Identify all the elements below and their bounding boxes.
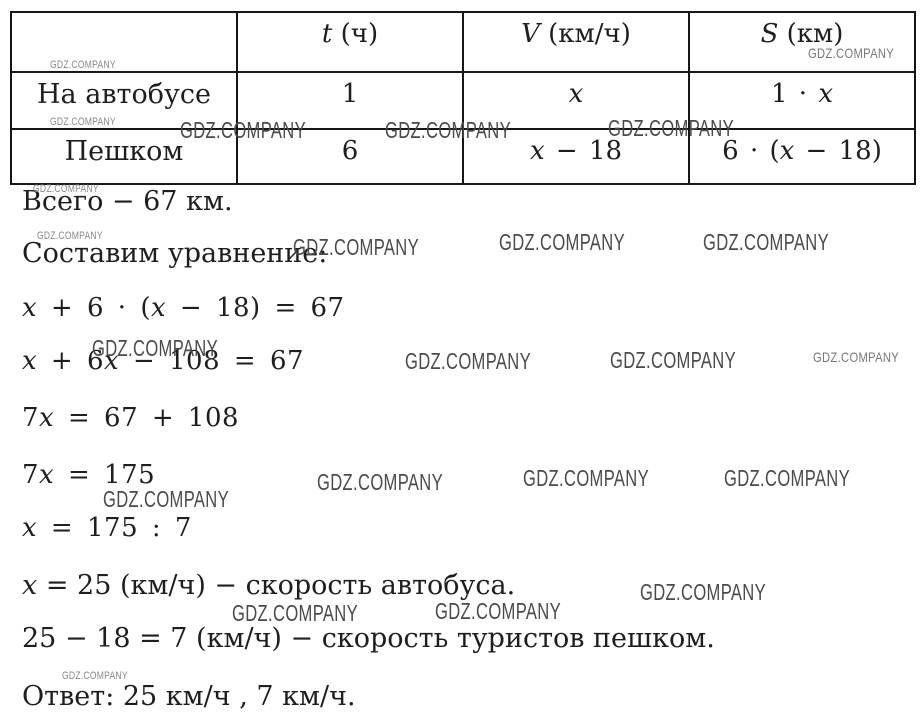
math-var: x bbox=[150, 293, 167, 323]
math-text: 7 bbox=[22, 460, 40, 490]
gdz-watermark: GDZ.COMPANY bbox=[435, 598, 562, 624]
gdz-watermark: GDZ.COMPANY bbox=[640, 579, 767, 605]
table-header-empty bbox=[10, 11, 238, 73]
math-text: (км/ч) bbox=[539, 19, 631, 49]
math-text: − 18) bbox=[794, 136, 882, 166]
math-var: x bbox=[22, 293, 38, 323]
math-text: + 6 · ( bbox=[37, 293, 151, 323]
math-var: x bbox=[779, 136, 795, 166]
gdz-watermark: GDZ.COMPANY bbox=[103, 486, 230, 512]
table-header-distance: S (км) bbox=[688, 11, 916, 73]
gdz-watermark: GDZ.COMPANY bbox=[724, 465, 851, 491]
math-var: x bbox=[39, 403, 55, 433]
math-text: = 25 (км/ч) − скорость автобуса. bbox=[37, 570, 516, 601]
gdz-watermark: GDZ.COMPANY bbox=[703, 229, 830, 255]
math-text: Составим уравнение: bbox=[22, 238, 328, 269]
motion-table: t (ч) V (км/ч) S (км) На автобусе 1 x 1 … bbox=[10, 11, 916, 185]
table-header-row: t (ч) V (км/ч) S (км) bbox=[10, 11, 916, 73]
math-text: (км) bbox=[778, 19, 844, 49]
cell-bus-distance: 1 · x bbox=[688, 71, 916, 130]
math-text: − 18) = 67 bbox=[166, 293, 345, 323]
line-bus-speed: x = 25 (км/ч) − скорость автобуса. bbox=[22, 572, 515, 599]
cell-walk-time: 6 bbox=[236, 128, 464, 185]
gdz-watermark: GDZ.COMPANY bbox=[317, 469, 444, 495]
gdz-watermark: GDZ.COMPANY bbox=[232, 600, 359, 626]
row-label-bus: На автобусе bbox=[10, 71, 238, 130]
math-var: x bbox=[104, 346, 120, 376]
math-text: + 6 bbox=[37, 346, 105, 376]
math-var: x bbox=[529, 136, 545, 166]
table-header-time: t (ч) bbox=[236, 11, 464, 73]
math-text: = 67 + 108 bbox=[54, 403, 240, 433]
math-var: x bbox=[39, 460, 55, 490]
math-text: 1 bbox=[341, 79, 359, 109]
math-text: 25 − 18 = 7 (км/ч) − скорость туристов п… bbox=[22, 623, 715, 654]
table-row-walk: Пешком 6 x − 18 6 · (x − 18) bbox=[10, 128, 916, 185]
math-text: = 175 bbox=[54, 460, 156, 490]
line-equation-4: 7x = 175 bbox=[22, 462, 155, 488]
line-equation-1: x + 6 · (x − 18) = 67 bbox=[22, 295, 345, 321]
cell-walk-speed: x − 18 bbox=[462, 128, 690, 185]
line-total: Всего − 67 км. bbox=[22, 188, 233, 215]
gdz-watermark: GDZ.COMPANY bbox=[610, 347, 737, 373]
gdz-watermark: GDZ.COMPANY bbox=[405, 348, 532, 374]
table-row-bus: На автобусе 1 x 1 · x bbox=[10, 71, 916, 130]
line-equation-3: 7x = 67 + 108 bbox=[22, 405, 239, 431]
math-text: = 175 : 7 bbox=[37, 513, 192, 543]
table-header-speed: V (км/ч) bbox=[462, 11, 690, 73]
math-var: S bbox=[760, 19, 779, 49]
cell-bus-time: 1 bbox=[236, 71, 464, 130]
math-text: − 108 = 67 bbox=[119, 346, 305, 376]
math-var: x bbox=[22, 513, 38, 543]
math-text: 1 · bbox=[770, 79, 819, 109]
math-text: (ч) bbox=[332, 19, 379, 49]
line-equation-5: x = 175 : 7 bbox=[22, 515, 192, 541]
math-text: 6 bbox=[341, 136, 359, 166]
math-var: x bbox=[22, 570, 38, 601]
row-label-walk: Пешком bbox=[10, 128, 238, 185]
math-var: x bbox=[568, 79, 584, 109]
gdz-watermark: GDZ.COMPANY bbox=[499, 229, 626, 255]
cell-bus-speed: x bbox=[462, 71, 690, 130]
line-walk-speed: 25 − 18 = 7 (км/ч) − скорость туристов п… bbox=[22, 625, 715, 652]
cell-walk-distance: 6 · (x − 18) bbox=[688, 128, 916, 185]
math-var: x bbox=[818, 79, 833, 109]
line-equation-2: x + 6x − 108 = 67 bbox=[22, 348, 304, 374]
math-var: V bbox=[521, 19, 540, 49]
line-make-eq: Составим уравнение: bbox=[22, 240, 327, 267]
math-text: 6 · ( bbox=[722, 136, 780, 166]
line-answer: Ответ: 25 км/ч , 7 км/ч. bbox=[22, 683, 356, 710]
math-var: x bbox=[22, 346, 38, 376]
math-text: − 18 bbox=[544, 136, 623, 166]
math-text: 7 bbox=[22, 403, 40, 433]
math-text: Ответ: 25 км/ч , 7 км/ч. bbox=[22, 681, 356, 712]
math-var: t bbox=[321, 19, 333, 49]
math-text: Всего − 67 км. bbox=[22, 186, 233, 217]
gdz-watermark: GDZ.COMPANY bbox=[523, 465, 650, 491]
gdz-watermark: GDZ.COMPANY bbox=[813, 349, 900, 365]
